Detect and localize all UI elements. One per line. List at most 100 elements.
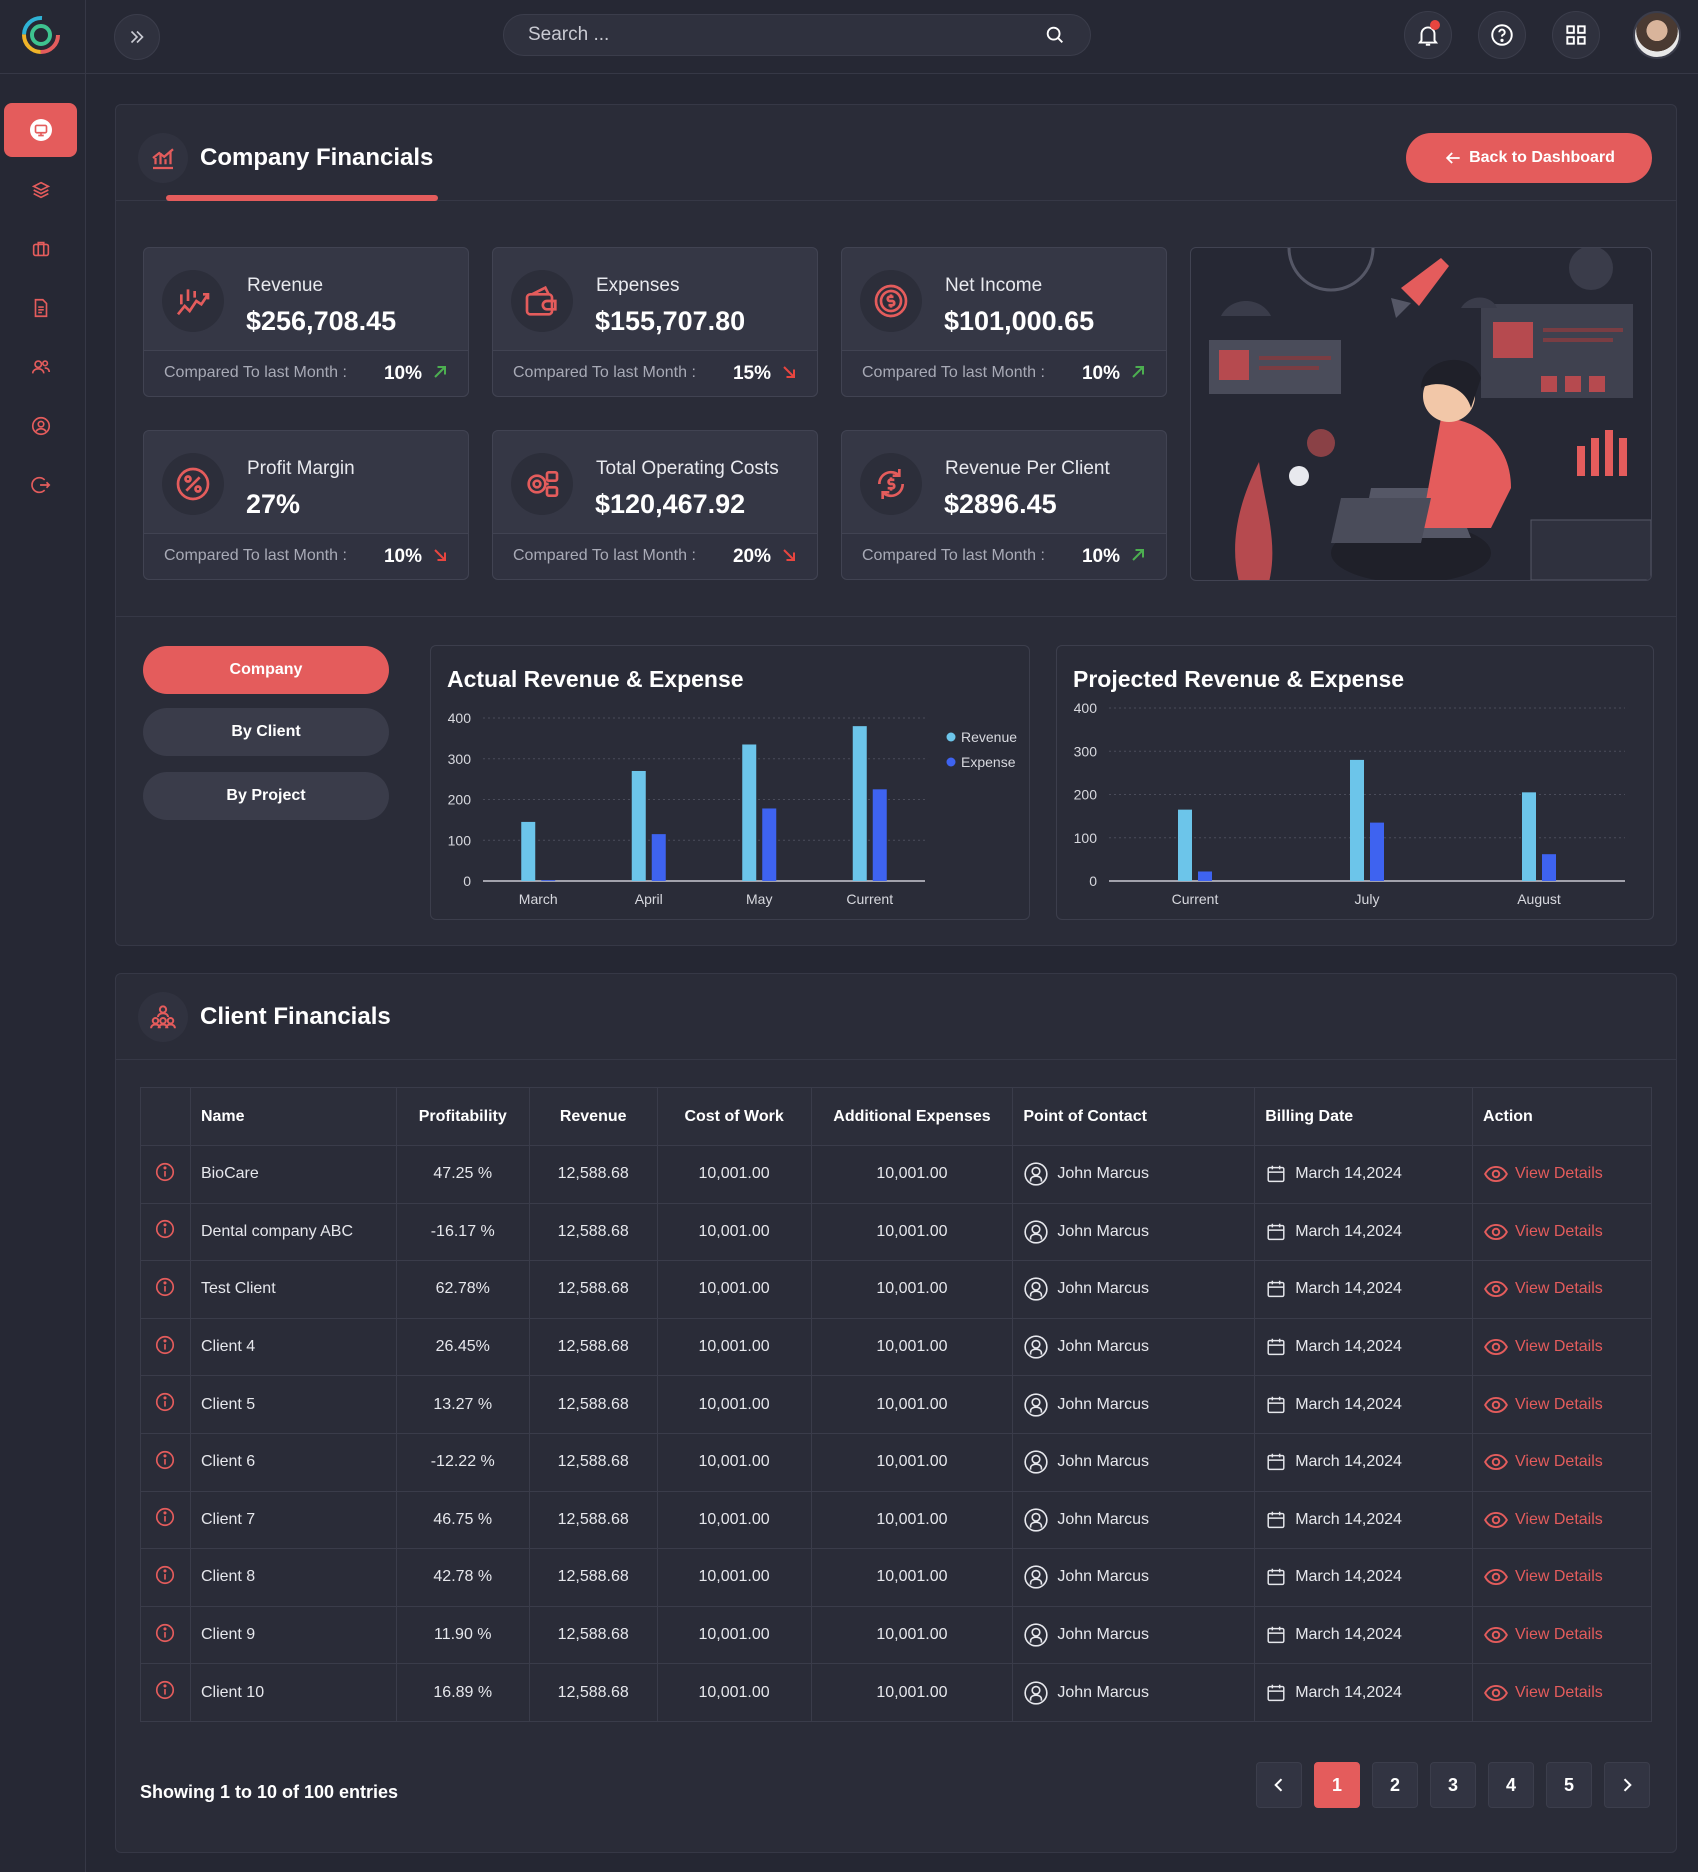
table-header[interactable]: Cost of Work — [656, 1087, 812, 1146]
kpi-footer: Compared To last Month : 10% — [842, 533, 1166, 579]
woman-laptop-illustration — [1209, 248, 1651, 580]
info-icon[interactable] — [154, 1564, 176, 1586]
actual-revenue-chart-svg: 0 100 200 300 400 March April May Current Revenue… — [448, 710, 1018, 907]
info-icon[interactable] — [154, 1506, 176, 1528]
sidebar-item-profile[interactable] — [4, 399, 77, 453]
additional-expenses-value: 10,001.00 — [810, 1490, 1014, 1550]
page-button[interactable]: 1 — [1314, 1762, 1360, 1808]
contact-cell: John Marcus — [1012, 1317, 1256, 1377]
bar-revenue-may[interactable] — [742, 744, 757, 881]
kpi-percent: 10% — [1081, 546, 1120, 567]
notifications-button[interactable] — [1404, 11, 1452, 59]
search-input[interactable] — [528, 24, 1044, 46]
next-page-button[interactable] — [1604, 1762, 1650, 1808]
sidebar-item-projects[interactable] — [4, 222, 77, 276]
contact-cell: John Marcus — [1012, 1375, 1256, 1434]
view-details-link[interactable]: View Details — [1483, 1219, 1651, 1245]
view-details-link[interactable]: View Details — [1483, 1680, 1651, 1706]
page-button[interactable]: 2 — [1372, 1762, 1418, 1808]
info-icon[interactable] — [154, 1449, 176, 1471]
prev-page-button[interactable] — [1256, 1762, 1302, 1808]
billing-date-cell: March 14,2024 — [1254, 1432, 1474, 1492]
bar-revenue-april[interactable] — [631, 770, 646, 881]
user-icon — [1024, 1623, 1049, 1647]
bar-expense-current[interactable] — [872, 789, 887, 881]
arrow-up-right-icon — [1132, 366, 1144, 378]
search-icon[interactable] — [1044, 24, 1066, 46]
bar-expense-may[interactable] — [762, 808, 777, 881]
table-header[interactable]: Point of Contact — [1012, 1087, 1256, 1146]
sidebar-item-documents[interactable] — [4, 281, 77, 335]
kpi-label: Expenses — [596, 275, 680, 296]
wallet-icon — [511, 270, 573, 332]
bar-revenue-current[interactable] — [1178, 809, 1192, 881]
page-button[interactable]: 3 — [1430, 1762, 1476, 1808]
bar-revenue-march[interactable] — [521, 821, 536, 881]
bar-revenue-july[interactable] — [1350, 759, 1364, 881]
info-icon[interactable] — [154, 1679, 176, 1701]
view-details-link[interactable]: View Details — [1483, 1334, 1651, 1360]
bar-revenue-august[interactable] — [1522, 792, 1536, 881]
view-details-link[interactable]: View Details — [1483, 1392, 1651, 1418]
sidebar-item-layers[interactable] — [4, 163, 77, 217]
y-tick-label: 0 — [463, 873, 471, 889]
sidebar-item-dashboard[interactable] — [4, 103, 77, 157]
view-details-link[interactable]: View Details — [1483, 1622, 1651, 1648]
view-details-link[interactable]: View Details — [1483, 1507, 1651, 1533]
additional-expenses-value: 10,001.00 — [810, 1605, 1014, 1665]
table-header[interactable]: Revenue — [528, 1087, 658, 1146]
user-avatar[interactable] — [1633, 11, 1681, 59]
table-header[interactable]: Name — [189, 1087, 397, 1146]
client-name: BioCare — [189, 1145, 397, 1204]
segment-by-client-button[interactable]: By Client — [143, 708, 389, 756]
table-row: BioCare 47.25 % 12,588.68 10,001.00 10,001.0… — [140, 1145, 1652, 1204]
page-button[interactable]: 5 — [1546, 1762, 1592, 1808]
revenue-value: 12,588.68 — [528, 1663, 658, 1722]
info-icon[interactable] — [154, 1334, 176, 1356]
expand-sidebar-button[interactable] — [114, 14, 160, 60]
revenue-value: 12,588.68 — [528, 1317, 658, 1377]
action-cell: View Details — [1472, 1432, 1652, 1492]
bar-expense-march[interactable] — [541, 880, 556, 881]
segment-by-project-button[interactable]: By Project — [143, 772, 389, 820]
bar-revenue-current[interactable] — [852, 726, 867, 881]
bar-expense-august[interactable] — [1542, 854, 1556, 881]
client-financials-panel: Client Financials Name Profitability Rev… — [115, 973, 1677, 1853]
help-button[interactable] — [1478, 11, 1526, 59]
contact-cell: John Marcus — [1012, 1145, 1256, 1204]
info-icon[interactable] — [154, 1218, 176, 1240]
bar-expense-july[interactable] — [1370, 822, 1384, 881]
table-header[interactable]: Additional Expenses — [810, 1087, 1014, 1146]
view-details-link[interactable]: View Details — [1483, 1161, 1651, 1187]
info-icon[interactable] — [154, 1622, 176, 1644]
table-header[interactable]: Profitability — [395, 1087, 530, 1146]
billing-date: March 14,2024 — [1295, 1165, 1402, 1183]
sidebar-item-users[interactable] — [4, 340, 77, 394]
sidebar-item-logout[interactable] — [4, 458, 77, 512]
app-logo-icon[interactable] — [21, 15, 61, 55]
back-to-dashboard-button[interactable]: Back to Dashboard — [1406, 133, 1652, 183]
page-button[interactable]: 4 — [1488, 1762, 1534, 1808]
info-icon[interactable] — [154, 1161, 176, 1183]
revenue-value: 12,588.68 — [528, 1432, 658, 1492]
table-header[interactable]: Billing Date — [1254, 1087, 1474, 1146]
info-icon[interactable] — [154, 1276, 176, 1298]
client-name: Client 5 — [189, 1375, 397, 1434]
bar-expense-current[interactable] — [1198, 871, 1212, 881]
billing-date: March 14,2024 — [1295, 1222, 1402, 1240]
help-icon — [1491, 24, 1513, 46]
view-details-link[interactable]: View Details — [1483, 1276, 1651, 1302]
info-icon[interactable] — [154, 1391, 176, 1413]
cost-of-work-value: 10,001.00 — [656, 1375, 812, 1434]
view-details-label: View Details — [1515, 1453, 1603, 1471]
segment-company-button[interactable]: Company — [143, 646, 389, 694]
bar-expense-april[interactable] — [651, 834, 666, 881]
revenue-value: 12,588.68 — [528, 1260, 658, 1319]
view-details-link[interactable]: View Details — [1483, 1449, 1651, 1475]
eye-icon — [1484, 1511, 1508, 1528]
apps-button[interactable] — [1552, 11, 1600, 59]
view-details-label: View Details — [1515, 1222, 1603, 1240]
x-tick-label: March — [519, 891, 558, 907]
action-cell: View Details — [1472, 1548, 1652, 1607]
view-details-link[interactable]: View Details — [1483, 1564, 1651, 1590]
